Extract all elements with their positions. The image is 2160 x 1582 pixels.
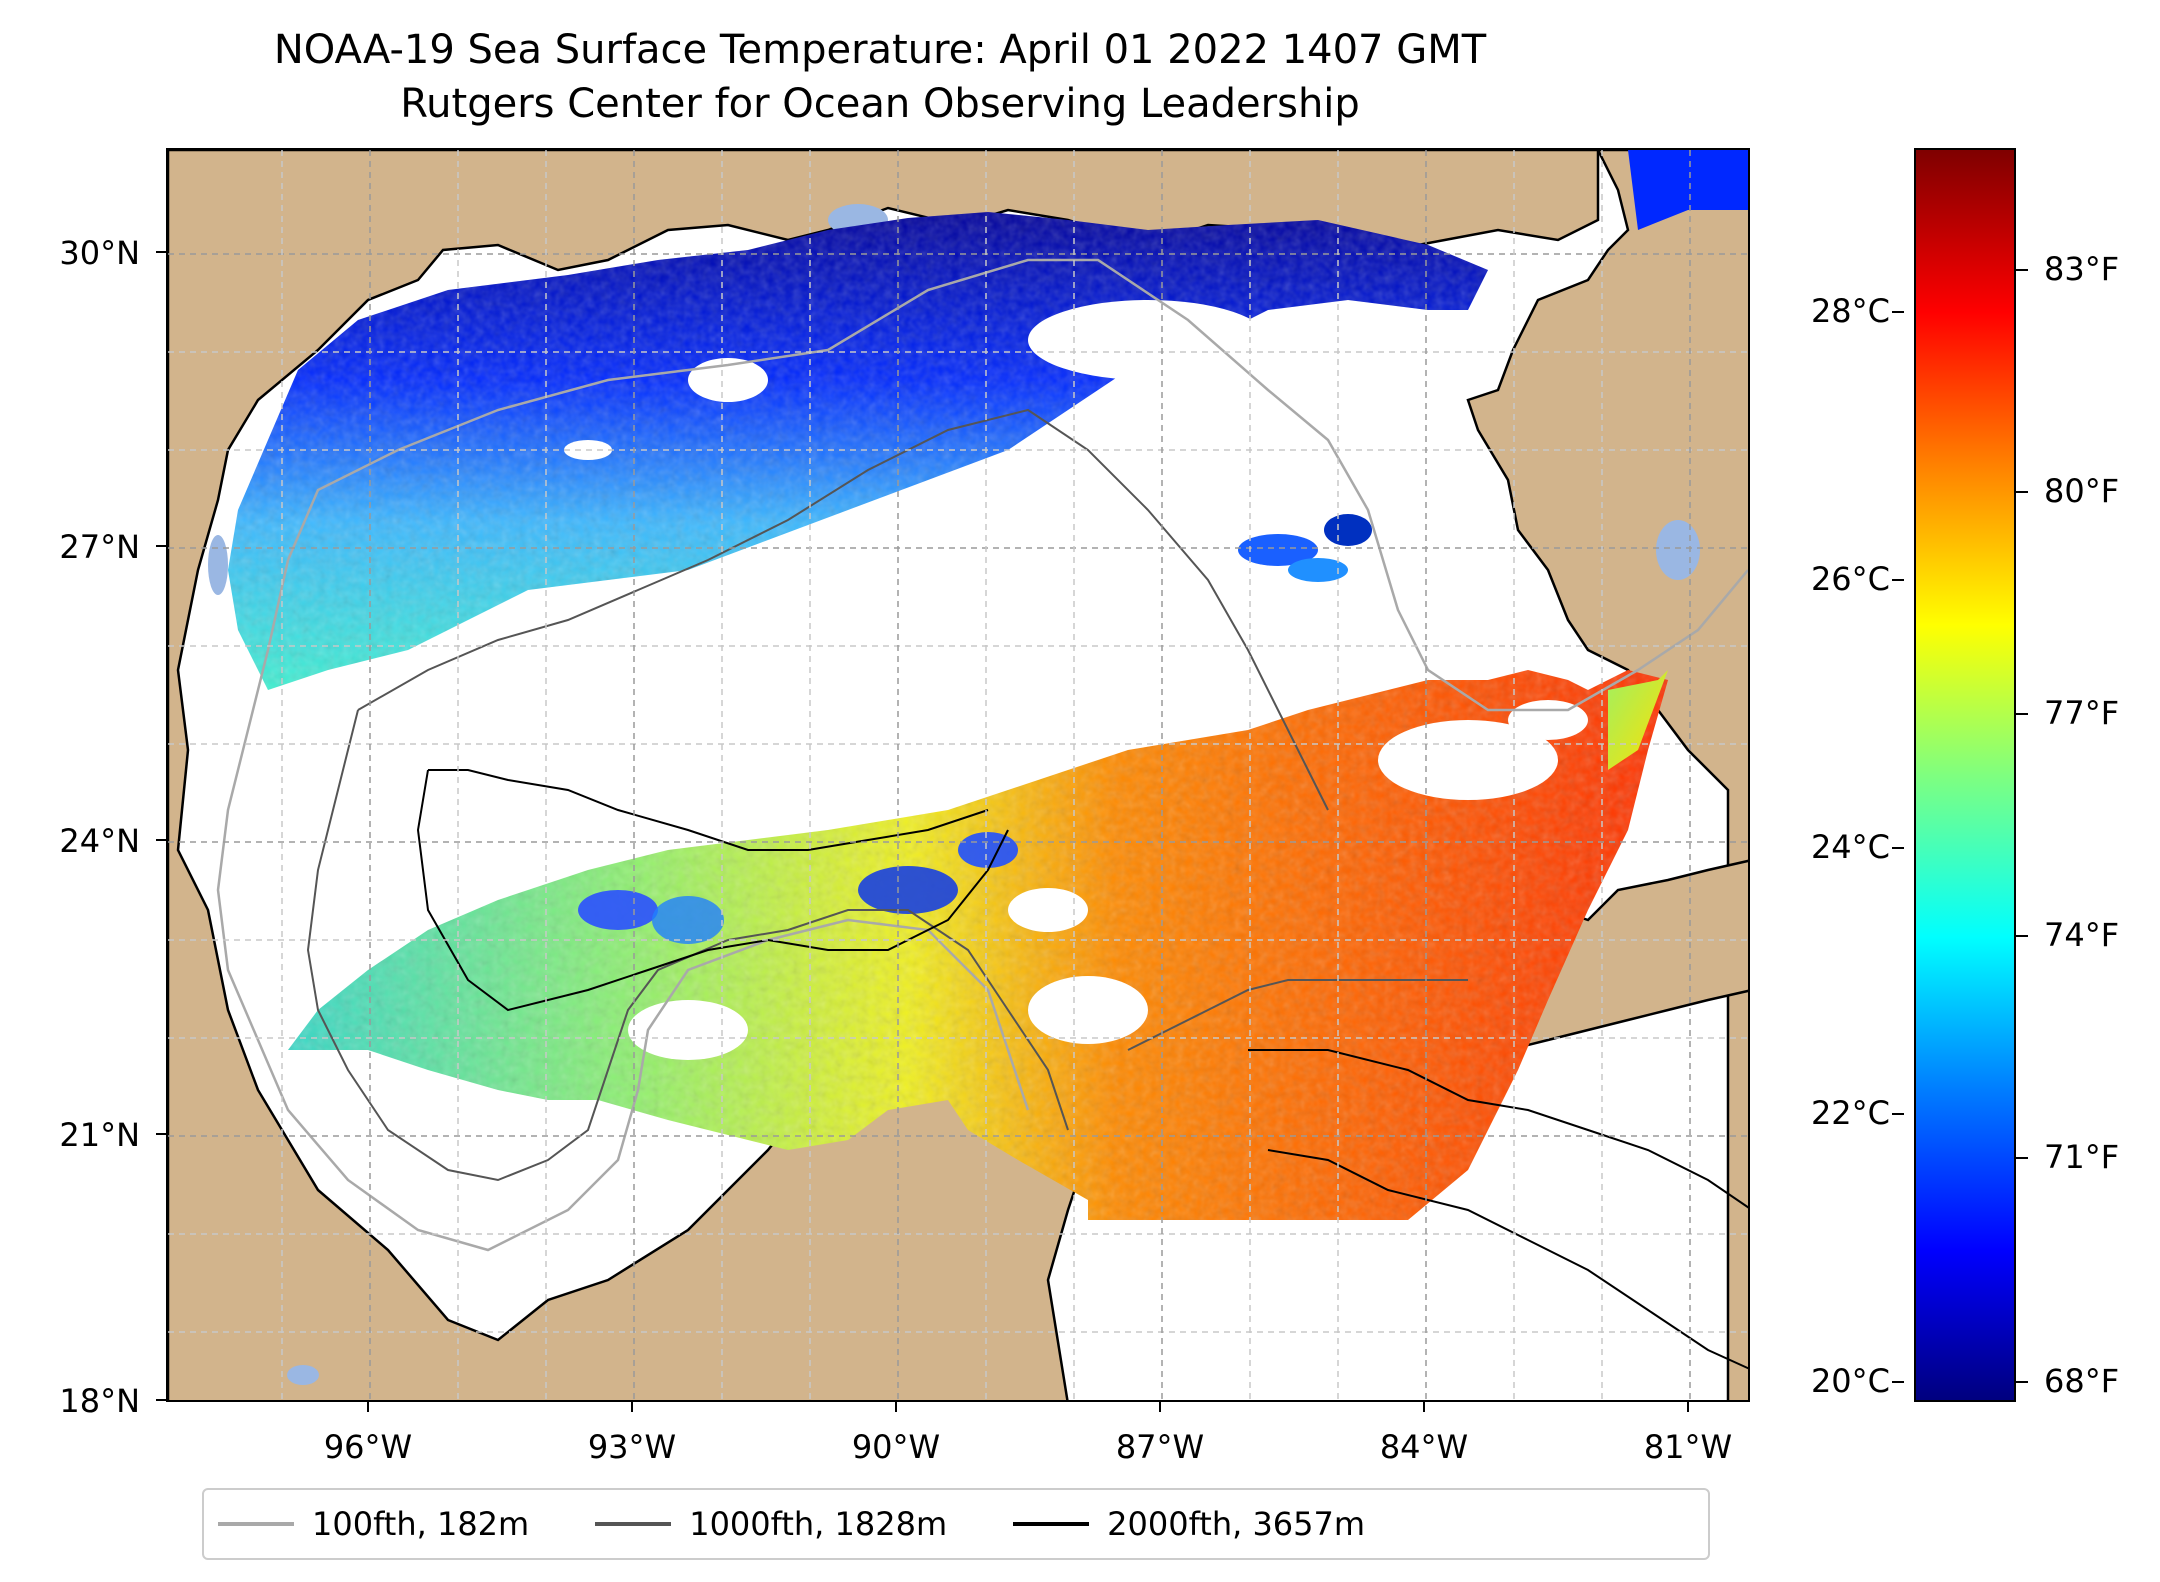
colorbar-label-f: 68°F xyxy=(2044,1362,2120,1400)
lon-label-90w: 90°W xyxy=(851,1428,941,1466)
lat-tick xyxy=(156,1133,166,1135)
lon-tick xyxy=(1687,1402,1689,1412)
lon-label-84w: 84°W xyxy=(1379,1428,1469,1466)
contour-1000fth xyxy=(306,408,1468,1182)
lat-label-18n: 18°N xyxy=(59,1382,140,1420)
colorbar-tick xyxy=(2016,935,2028,937)
colorbar-label-f: 77°F xyxy=(2044,694,2120,732)
legend-item-100fth: 100fth, 182m xyxy=(218,1505,529,1543)
legend-swatch xyxy=(595,1522,672,1526)
legend-item-2000fth: 2000fth, 3657m xyxy=(1013,1505,1365,1543)
legend-label: 1000fth, 1828m xyxy=(689,1505,948,1543)
colorbar-label-c: 26°C xyxy=(1810,560,1890,598)
colorbar-tick xyxy=(2016,269,2028,271)
lat-tick xyxy=(156,839,166,841)
colorbar-label-c: 20°C xyxy=(1810,1362,1890,1400)
lon-label-81w: 81°W xyxy=(1643,1428,1733,1466)
lat-label-21n: 21°N xyxy=(59,1116,140,1154)
lon-tick xyxy=(1423,1402,1425,1412)
colorbar-label-c: 28°C xyxy=(1810,292,1890,330)
colorbar-label-f: 80°F xyxy=(2044,472,2120,510)
colorbar-tick xyxy=(1892,847,1904,849)
page-subtitle: Rutgers Center for Ocean Observing Leade… xyxy=(400,81,1360,127)
colorbar-label-c: 22°C xyxy=(1810,1094,1890,1132)
lon-label-93w: 93°W xyxy=(587,1428,677,1466)
lakes xyxy=(208,204,1700,1385)
colorbar xyxy=(1914,148,2016,1402)
lon-tick xyxy=(895,1402,897,1412)
lat-tick xyxy=(156,545,166,547)
lat-label-27n: 27°N xyxy=(59,528,140,566)
lon-tick xyxy=(631,1402,633,1412)
lon-tick xyxy=(1159,1402,1161,1412)
lon-label-87w: 87°W xyxy=(1115,1428,1205,1466)
colorbar-label-f: 83°F xyxy=(2044,250,2120,288)
colorbar-tick xyxy=(1892,311,1904,313)
sst-north-band xyxy=(228,150,1748,690)
colorbar-tick xyxy=(2016,1381,2028,1383)
colorbar-tick xyxy=(2016,1157,2028,1159)
contour-100fth xyxy=(216,258,1748,1252)
lon-label-96w: 96°W xyxy=(323,1428,413,1466)
legend-swatch xyxy=(1013,1522,1090,1526)
lat-tick xyxy=(156,1399,166,1401)
colorbar-tick xyxy=(1892,579,1904,581)
lon-tick xyxy=(367,1402,369,1412)
legend-item-1000fth: 1000fth, 1828m xyxy=(595,1505,947,1543)
sst-map xyxy=(166,148,1750,1402)
gridlines xyxy=(168,150,1748,1400)
colorbar-label-f: 71°F xyxy=(2044,1138,2120,1176)
legend-label: 2000fth, 3657m xyxy=(1107,1505,1366,1543)
colorbar-label-f: 74°F xyxy=(2044,916,2120,954)
colorbar-label-c: 24°C xyxy=(1810,828,1890,866)
legend-label: 100fth, 182m xyxy=(312,1505,530,1543)
page-title: NOAA-19 Sea Surface Temperature: April 0… xyxy=(273,27,1487,73)
colorbar-tick xyxy=(1892,1113,1904,1115)
lat-tick xyxy=(156,251,166,253)
colorbar-tick xyxy=(2016,491,2028,493)
legend: 100fth, 182m 1000fth, 1828m 2000fth, 365… xyxy=(202,1488,1710,1560)
colorbar-tick xyxy=(2016,713,2028,715)
sst-south-band xyxy=(288,670,1668,1220)
lat-label-30n: 30°N xyxy=(59,234,140,272)
legend-swatch xyxy=(218,1522,294,1526)
contour-2000fth xyxy=(416,769,1748,1370)
lat-label-24n: 24°N xyxy=(59,822,140,860)
colorbar-tick xyxy=(1892,1381,1904,1383)
